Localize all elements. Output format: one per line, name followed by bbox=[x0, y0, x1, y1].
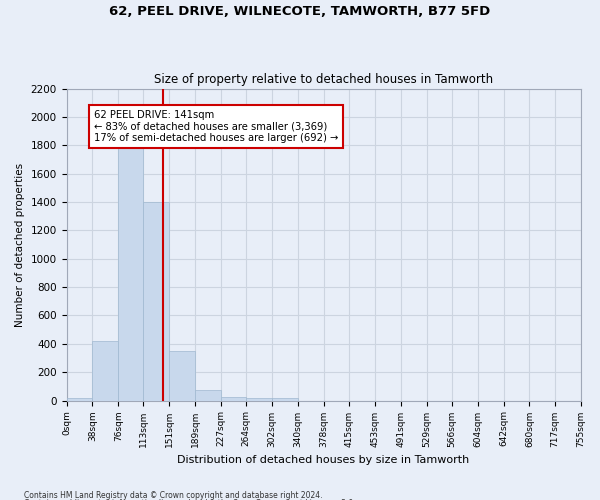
Bar bbox=[92, 341, 118, 400]
Bar bbox=[272, 398, 298, 400]
Bar bbox=[143, 202, 169, 400]
Bar bbox=[118, 146, 143, 400]
Bar bbox=[169, 351, 195, 401]
X-axis label: Distribution of detached houses by size in Tamworth: Distribution of detached houses by size … bbox=[178, 455, 470, 465]
Bar bbox=[246, 398, 272, 400]
Text: Contains HM Land Registry data © Crown copyright and database right 2024.: Contains HM Land Registry data © Crown c… bbox=[24, 490, 323, 500]
Text: Contains public sector information licensed under the Open Government Licence v3: Contains public sector information licen… bbox=[24, 499, 356, 500]
Bar bbox=[195, 390, 221, 400]
Y-axis label: Number of detached properties: Number of detached properties bbox=[15, 162, 25, 326]
Bar bbox=[67, 398, 92, 400]
Text: 62, PEEL DRIVE, WILNECOTE, TAMWORTH, B77 5FD: 62, PEEL DRIVE, WILNECOTE, TAMWORTH, B77… bbox=[109, 5, 491, 18]
Text: 62 PEEL DRIVE: 141sqm
← 83% of detached houses are smaller (3,369)
17% of semi-d: 62 PEEL DRIVE: 141sqm ← 83% of detached … bbox=[94, 110, 338, 143]
Bar bbox=[221, 396, 246, 400]
Title: Size of property relative to detached houses in Tamworth: Size of property relative to detached ho… bbox=[154, 73, 493, 86]
